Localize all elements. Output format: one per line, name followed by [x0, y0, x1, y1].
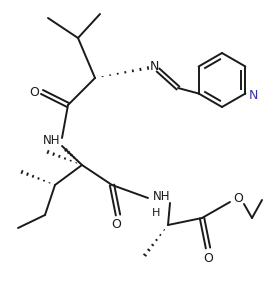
Text: N: N [249, 89, 258, 102]
Text: N: N [149, 60, 159, 73]
Text: NH: NH [43, 134, 61, 147]
Text: O: O [233, 192, 243, 205]
Text: NH: NH [153, 190, 171, 203]
Text: H: H [152, 208, 160, 218]
Text: O: O [111, 218, 121, 231]
Text: O: O [29, 86, 39, 99]
Text: O: O [203, 251, 213, 264]
